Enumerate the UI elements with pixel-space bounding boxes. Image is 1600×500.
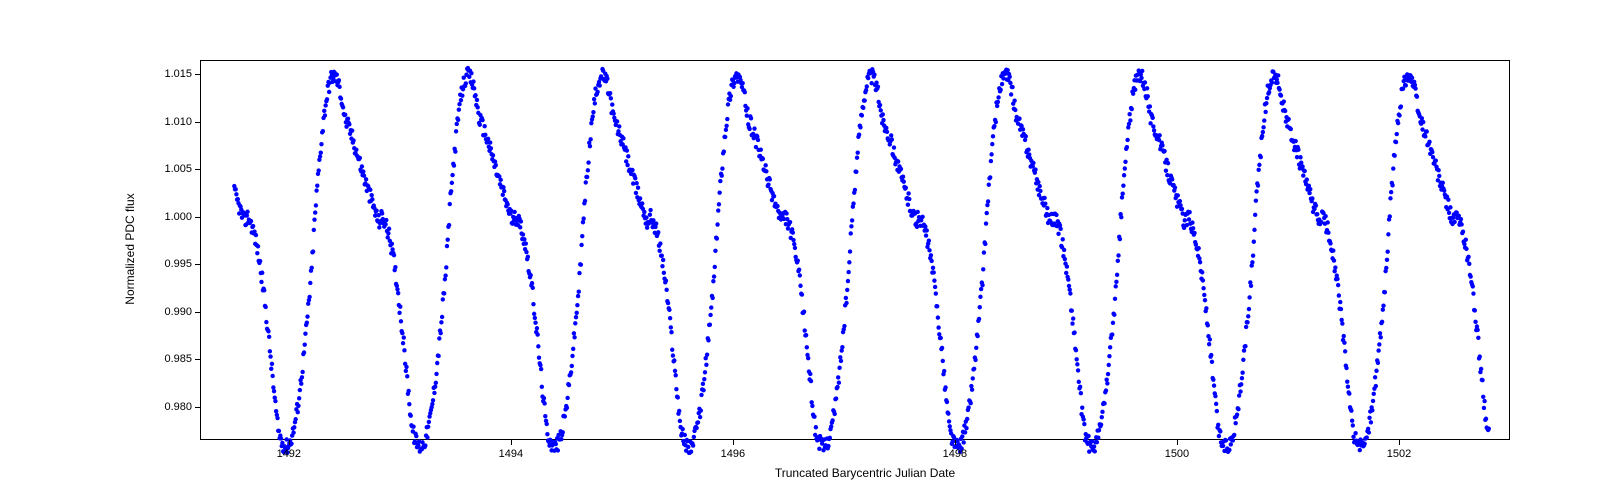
x-tick-label: 1500 [1165, 448, 1189, 460]
y-tick-mark [195, 407, 200, 408]
x-tick-label: 1502 [1387, 448, 1411, 460]
x-tick-mark [955, 440, 956, 445]
y-tick-mark [195, 217, 200, 218]
y-tick-label: 0.980 [150, 401, 192, 413]
x-tick-label: 1494 [499, 448, 523, 460]
y-tick-label: 0.990 [150, 306, 192, 318]
scatter-layer [201, 61, 1511, 441]
y-axis-label: Normalized PDC flux [123, 179, 137, 319]
y-tick-label: 0.985 [150, 353, 192, 365]
y-tick-mark [195, 312, 200, 313]
y-tick-mark [195, 264, 200, 265]
x-tick-mark [1399, 440, 1400, 445]
light-curve-chart: 1492 1494 1496 1498 1500 1502 0.980 0.985 0.990… [0, 0, 1600, 500]
x-tick-mark [511, 440, 512, 445]
y-tick-mark [195, 359, 200, 360]
y-tick-mark [195, 122, 200, 123]
x-tick-mark [733, 440, 734, 445]
plot-area [200, 60, 1510, 440]
y-tick-label: 1.005 [150, 163, 192, 175]
y-tick-label: 0.995 [150, 258, 192, 270]
y-tick-mark [195, 74, 200, 75]
y-tick-label: 1.000 [150, 211, 192, 223]
x-tick-label: 1498 [943, 448, 967, 460]
x-tick-mark [289, 440, 290, 445]
y-tick-label: 1.015 [150, 68, 192, 80]
y-tick-label: 1.010 [150, 116, 192, 128]
y-tick-mark [195, 169, 200, 170]
x-axis-label: Truncated Barycentric Julian Date [755, 466, 975, 480]
x-tick-mark [1177, 440, 1178, 445]
x-tick-label: 1496 [721, 448, 745, 460]
x-tick-label: 1492 [277, 448, 301, 460]
